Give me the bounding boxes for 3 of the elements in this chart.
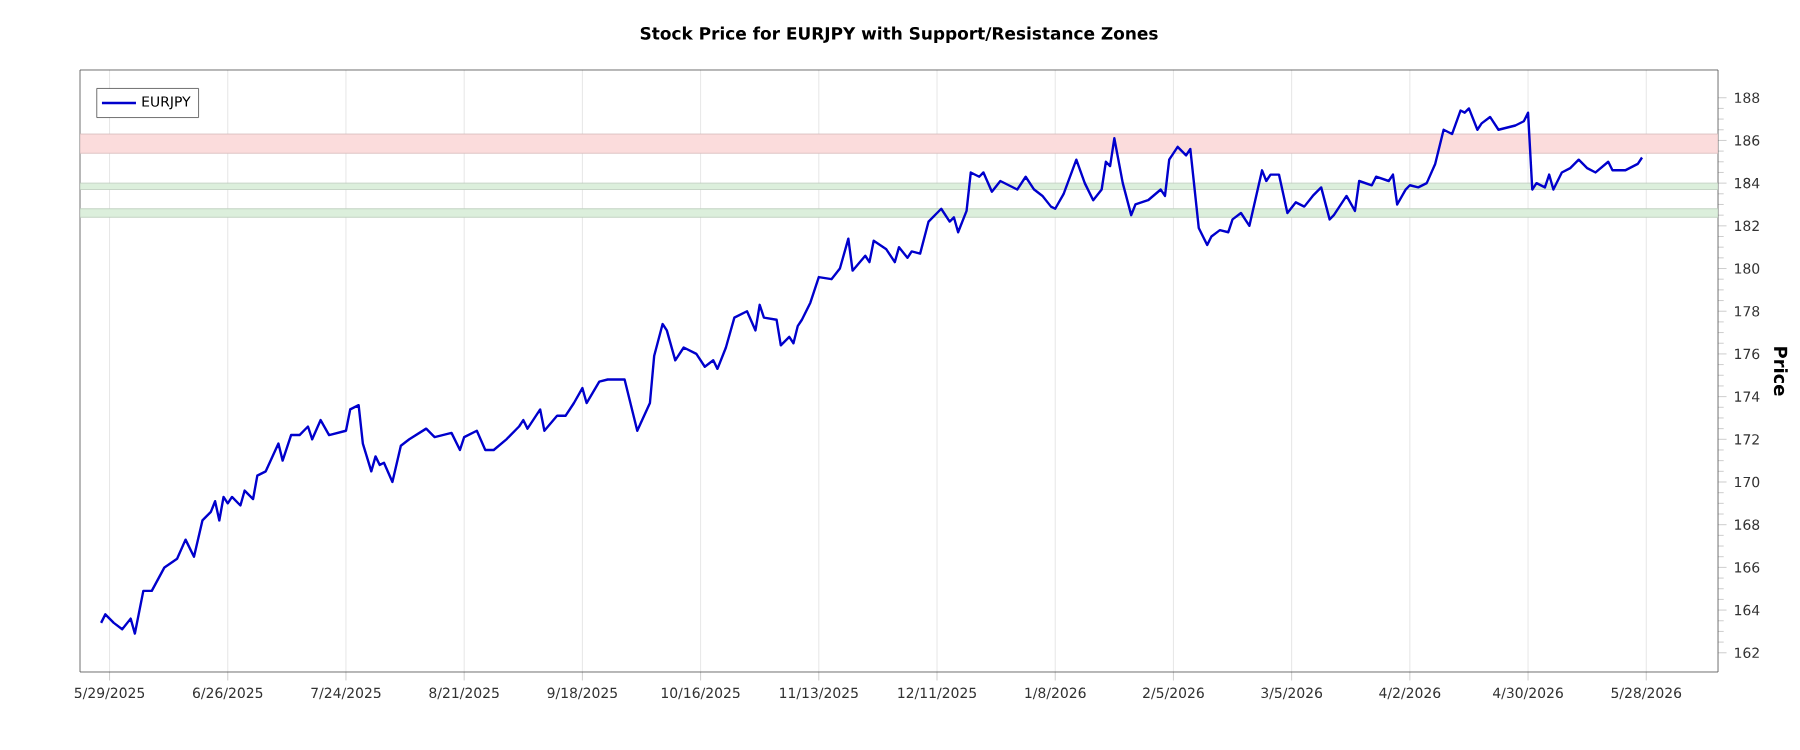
y-axis-title: Price [1773,347,1788,396]
chart-title: Stock Price for EURJPY with Support/Resistance Zones [640,26,1158,43]
line-series [99,107,1644,635]
